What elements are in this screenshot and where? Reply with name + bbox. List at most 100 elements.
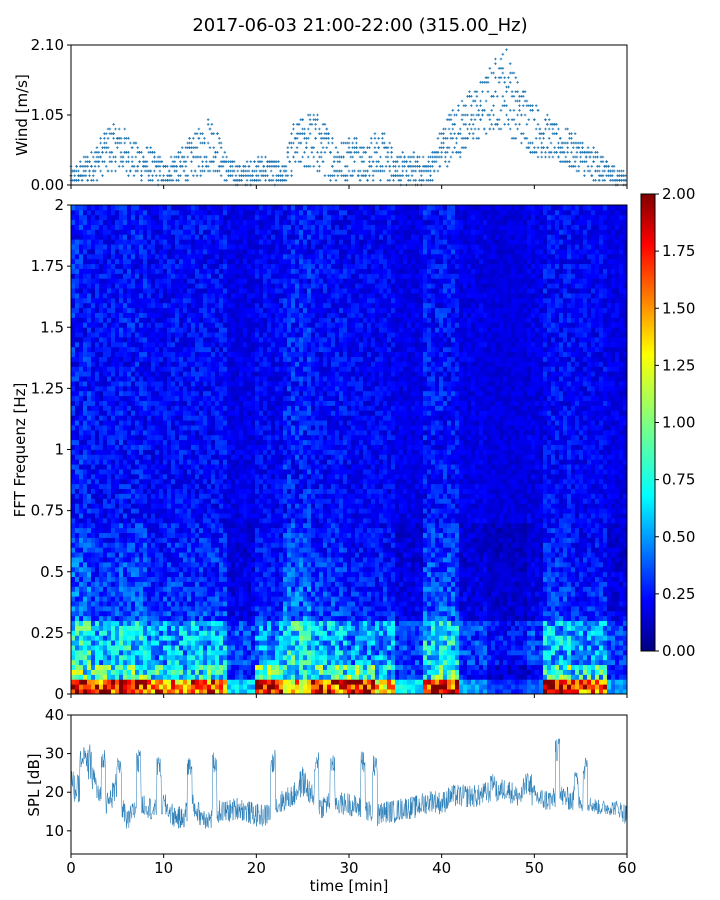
spectrogram-cell (91, 214, 96, 221)
spectrogram-cell (175, 605, 180, 612)
spectrogram-cell (107, 449, 112, 455)
spectrogram-cell (79, 669, 84, 675)
spectrogram-cell (139, 415, 144, 421)
spectrogram-cell (91, 258, 96, 265)
spectrogram-cell (195, 444, 200, 450)
wind-point (412, 155, 416, 159)
spectrogram-cell (179, 537, 184, 543)
spectrogram-cell (183, 493, 188, 499)
spectrogram-cell (103, 488, 108, 494)
spectrogram-cell (91, 552, 96, 558)
spectrogram-cell (191, 508, 196, 514)
spectrogram-cell (151, 640, 156, 646)
spectrogram-cell (127, 224, 132, 230)
spectrogram-cell (99, 537, 104, 543)
spectrogram-cell (75, 679, 80, 685)
spectrogram-cell (71, 522, 76, 529)
spectrogram-cell (175, 405, 180, 411)
spectrogram-cell (195, 596, 200, 602)
spectrogram-cell (147, 615, 152, 622)
spectrogram-cell (167, 571, 172, 578)
spectrogram-cell (151, 669, 156, 675)
spectrogram-cell (95, 312, 100, 318)
spectrogram-cell (151, 454, 156, 460)
wind-point (243, 165, 247, 168)
spectrogram-cell (91, 283, 96, 289)
wind-point (445, 137, 449, 140)
spectrogram-cell (115, 322, 120, 328)
wind-point (206, 165, 210, 168)
spectrogram-cell (95, 561, 100, 568)
spectrogram-cell (207, 669, 212, 675)
spectrogram-cell (115, 654, 120, 661)
wind-point (403, 165, 406, 168)
spectrogram-cell (107, 249, 112, 255)
spectrogram-cell (119, 469, 124, 475)
spectrogram-cell (191, 576, 196, 582)
spectrogram-cell (151, 288, 156, 294)
spectrogram-cell (143, 630, 148, 636)
spectrogram-cell (187, 645, 192, 651)
wind-point (495, 95, 499, 98)
spectrogram-cell (115, 307, 120, 313)
spectrogram-cell (83, 322, 88, 328)
spectrogram-cell (123, 410, 128, 416)
wind-point (473, 99, 477, 103)
spectrogram-cell (123, 209, 128, 216)
spectrogram-cell (127, 268, 132, 274)
spectrogram-cell (199, 429, 204, 436)
spectrogram-cell (179, 478, 184, 485)
spectrogram-cell (183, 610, 188, 617)
spectrogram-cell (171, 234, 176, 240)
spectrogram-cell (131, 649, 136, 656)
spectrogram-cell (207, 620, 212, 626)
spectrogram-cell (115, 341, 120, 348)
spectrogram-cell (167, 337, 172, 343)
wind-point (158, 165, 162, 168)
spectrogram-cell (167, 258, 172, 265)
spectrogram-cell (75, 542, 80, 548)
spectrogram-cell (139, 561, 144, 568)
spectrogram-cell (115, 469, 120, 475)
spectrogram-cell (75, 371, 80, 377)
wind-point (179, 160, 182, 163)
wind-point (206, 118, 210, 121)
spectrogram-cell (135, 557, 140, 563)
spectrogram-cell (191, 322, 196, 328)
spectrogram-cell (115, 327, 120, 333)
spectrogram-cell (183, 283, 188, 289)
spectrogram-cell (175, 376, 180, 382)
spectrogram-cell (83, 620, 88, 626)
wind-point (360, 155, 364, 159)
spectrogram-cell (203, 381, 208, 387)
spectrogram-cell (75, 581, 80, 587)
spectrogram-cell (115, 253, 120, 260)
spectrogram-cell (95, 244, 100, 250)
wind-point (475, 95, 479, 98)
wind-point (123, 127, 127, 131)
spectrogram-cell (163, 513, 168, 519)
spectrogram-cell (111, 537, 116, 543)
spectrogram-cell (203, 376, 208, 382)
spectrogram-cell (155, 229, 160, 235)
spectrogram-cell (91, 371, 96, 377)
spectrogram-cell (163, 278, 168, 284)
wind-point (299, 160, 303, 163)
spectrogram-cell (203, 400, 208, 406)
spectrogram-cell (147, 390, 152, 397)
spectrogram-cell (203, 322, 208, 328)
spectrogram-cell (187, 400, 192, 406)
spectrogram-cell (99, 454, 104, 460)
spectrogram-cell (83, 288, 88, 294)
wind-point (449, 155, 453, 159)
spectrogram-cell (199, 224, 204, 230)
spectrogram-cell (151, 473, 156, 480)
spectrogram-cell (127, 508, 132, 514)
spectrogram-cell (203, 527, 208, 534)
wind-point (173, 160, 177, 163)
spectrogram-cell (207, 454, 212, 460)
wind-point (440, 155, 443, 159)
spectrogram-cell (175, 664, 180, 670)
spectrogram-cell (175, 253, 180, 260)
